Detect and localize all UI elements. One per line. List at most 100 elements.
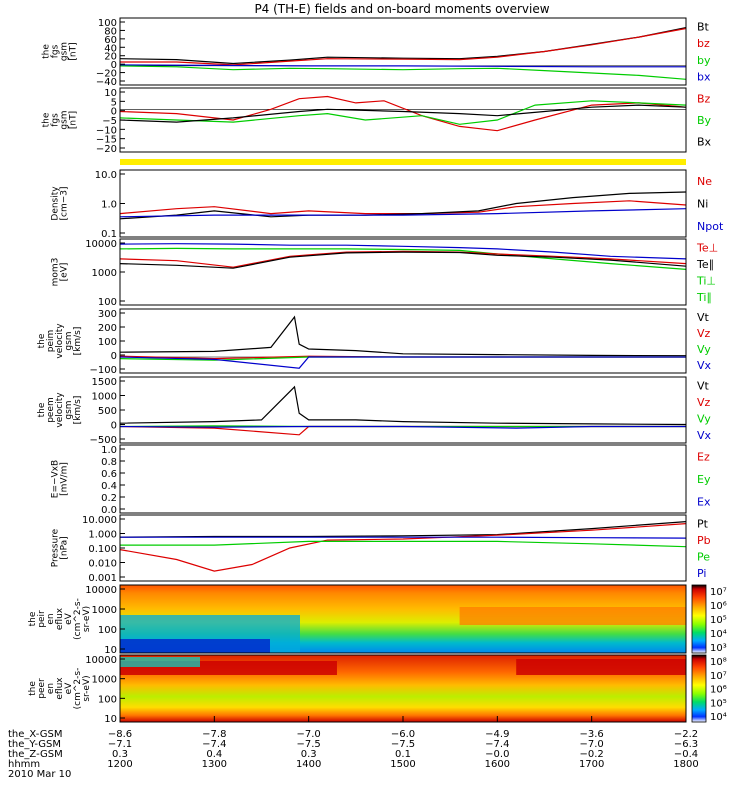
x-row-value: 0.3 <box>301 749 317 760</box>
panel-frame <box>119 584 687 654</box>
series-line-by <box>119 100 687 125</box>
y-tick-label: 10.000 <box>82 515 117 526</box>
series-line-pe <box>120 540 687 548</box>
y-tick-label: 100 <box>98 297 117 308</box>
colorbar <box>691 584 707 654</box>
y-axis-label-line: [nT] <box>69 42 79 60</box>
legend-entry: Vx <box>697 359 712 372</box>
y-axis-label-line: velocity <box>55 392 65 428</box>
y-tick-label: 1.0 <box>101 445 117 456</box>
panel-6: 1500 1000 500 0 −500 thepeemvelocitygsm[km/s]… <box>37 376 712 446</box>
y-axis-label-line: en <box>46 613 56 624</box>
spectrogram-low-energy-core <box>120 639 270 653</box>
y-tick-label: 40 <box>104 43 117 54</box>
y-tick-label: 10 <box>104 714 117 725</box>
colorbar-label: 10³ <box>710 643 727 654</box>
y-axis-label-line: the <box>42 44 52 59</box>
x-row-value: −4.9 <box>485 729 509 740</box>
legend-entry: Ti⊥ <box>696 274 716 287</box>
y-axis-label-line: peim <box>46 330 56 353</box>
series-line-te <box>119 250 687 268</box>
y-tick-label: −5 <box>102 116 117 127</box>
series-line-vx <box>119 356 686 369</box>
legend-entry: Pt <box>697 517 709 530</box>
y-axis-label-line: [eV] <box>60 263 70 282</box>
y-axis-label-line: gsm <box>64 400 74 419</box>
y-tick-label: 0.4 <box>101 481 117 492</box>
y-tick-label: 100 <box>98 18 117 29</box>
x-row-value: 0.4 <box>206 749 222 760</box>
colorbar-label: 10⁷ <box>710 671 727 682</box>
y-tick-label: 1000 <box>92 268 117 279</box>
y-tick-label: 60 <box>104 35 117 46</box>
x-row-value: −6.3 <box>674 739 698 750</box>
x-row-label: the_Z-GSM <box>8 749 63 760</box>
panel-frame <box>119 17 687 86</box>
legend-entry: Bt <box>697 20 710 33</box>
y-tick-label: −500 <box>90 435 117 446</box>
y-tick-label: 1.0 <box>101 200 117 211</box>
x-row-value: −7.0 <box>580 739 604 750</box>
legend-entry: Vt <box>697 379 710 392</box>
y-axis-label-line: eV <box>64 612 74 625</box>
series-line-bt <box>119 27 687 65</box>
y-tick-label: −15 <box>96 135 117 146</box>
y-tick-label: 100 <box>98 337 117 348</box>
legend-entry: Ne <box>697 175 712 188</box>
legend-entry: Ey <box>697 473 711 486</box>
colorbar-label: 10⁷ <box>710 587 727 598</box>
x-row-value: −6.0 <box>391 729 415 740</box>
colorbar-label: 10⁴ <box>710 712 727 723</box>
y-axis-label-line: the <box>37 402 47 417</box>
series-line-bx <box>119 104 687 123</box>
panel-frame <box>119 514 687 582</box>
x-row-label: the_X-GSM <box>8 729 62 740</box>
y-axis-label-line: the <box>28 611 38 626</box>
y-axis-label-line: [mV/m] <box>60 462 70 496</box>
y-tick-label: 10 <box>104 88 117 99</box>
y-axis-label-line: sr-eV) <box>82 606 92 632</box>
colorbar-label: 10⁵ <box>710 698 727 709</box>
series-line-ne <box>119 200 687 215</box>
spectrogram-cyan-band <box>120 657 200 667</box>
y-tick-label: 0.8 <box>101 457 117 468</box>
y-axis-label: thefgsgsm[nT] <box>42 110 79 129</box>
series-line-by <box>119 65 687 80</box>
y-tick-label: 200 <box>98 323 117 334</box>
y-axis-label: thepeirenefluxeV(cm^2-s-sr-eV) <box>28 598 92 640</box>
date-label: 2010 Mar 10 <box>8 769 71 780</box>
y-axis-label-line: velocity <box>55 323 65 359</box>
y-tick-label: −100 <box>90 365 117 376</box>
panel-frame <box>119 169 687 238</box>
y-axis-label-line: [km/s] <box>73 327 83 356</box>
y-tick-label: 0 <box>111 351 117 362</box>
y-tick-label: −20 <box>96 69 117 80</box>
y-axis-label-line: gsm <box>64 331 74 350</box>
colorbar-label: 10⁶ <box>710 601 727 612</box>
panel-9: 10000 1000 100 10 thepeirenefluxeV(cm^2-s-sr… <box>28 584 727 656</box>
x-row-value: −7.5 <box>391 739 415 750</box>
legend-entry: Npot <box>697 220 724 233</box>
y-axis-label-line: fgs <box>51 44 61 58</box>
x-row-value: 0.3 <box>112 749 128 760</box>
legend-entry: By <box>697 114 712 127</box>
y-tick-label: 1000 <box>92 605 117 616</box>
y-tick-label: 20 <box>104 52 117 63</box>
legend-entry: Pb <box>697 534 711 547</box>
series-line-npot <box>119 208 687 218</box>
legend-entry: Pe <box>697 550 710 563</box>
y-axis-label-line: eV <box>64 682 74 695</box>
y-tick-label: 10000 <box>85 239 117 250</box>
x-row-value: −0.2 <box>580 749 604 760</box>
y-axis-label-line: eflux <box>55 677 65 700</box>
y-axis-label-line: [nPa] <box>60 536 70 559</box>
legend-entry: Vy <box>697 343 711 356</box>
series-line-pi <box>120 536 687 539</box>
series-line-vt <box>119 315 687 357</box>
x-row-value: 1700 <box>579 759 604 770</box>
y-axis-label-line: [km/s] <box>73 396 83 425</box>
y-tick-label: 1500 <box>92 377 117 388</box>
series-line-vt <box>119 385 687 426</box>
x-row-value: 1400 <box>296 759 321 770</box>
y-axis-label-line: Pressure <box>51 528 61 567</box>
